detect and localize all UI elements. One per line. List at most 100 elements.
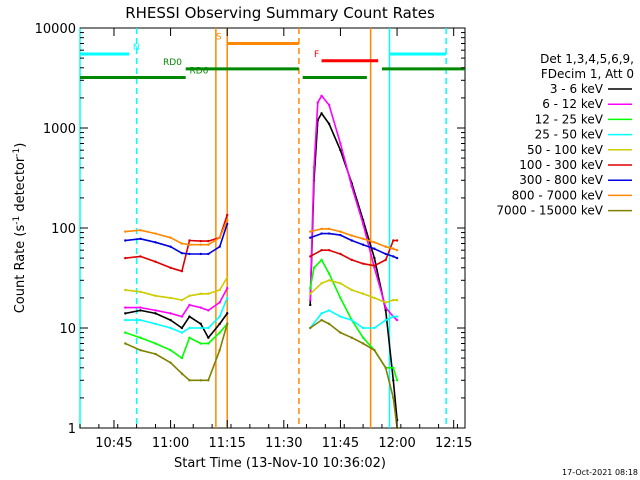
series-point-6-17: [373, 247, 376, 250]
series-point-3-15: [350, 318, 353, 322]
series-point-4-14: [339, 282, 342, 285]
y-tick-label-4: 10000: [35, 22, 76, 37]
series-point-0-3: [169, 318, 172, 322]
series-point-3-8: [218, 315, 221, 318]
x-tick-label-2: 11:15: [208, 436, 245, 451]
series-point-8-13: [327, 322, 331, 326]
y-tick-label-0: 1: [68, 422, 76, 437]
series-point-1-2: [154, 309, 157, 312]
x-tick-label-3: 11:30: [265, 436, 302, 451]
series-point-2-20: [392, 366, 395, 369]
series-line-6: [125, 223, 398, 259]
series-point-8-7: [207, 379, 210, 382]
series-point-7-15: [350, 234, 353, 237]
series-point-1-11: [309, 298, 312, 302]
flag-bars: N S F RD0 RD6: [80, 32, 465, 79]
series-point-4-19: [392, 298, 395, 302]
series-point-7-16: [361, 237, 365, 240]
series-point-4-9: [226, 276, 229, 279]
x-tick-label-1: 11:00: [152, 436, 189, 451]
series-point-2-2: [154, 342, 157, 345]
series-point-6-15: [350, 239, 353, 242]
series-point-2-14: [327, 272, 331, 275]
series-point-5-13: [327, 248, 331, 252]
series-point-7-3: [169, 236, 172, 239]
series-point-2-1: [139, 336, 142, 339]
series-point-7-13: [327, 227, 331, 231]
legend-label-3: 25 - 50 keV: [535, 128, 604, 142]
flag-label-rd6: RD6: [189, 66, 208, 76]
series-point-8-8: [218, 348, 221, 352]
y-tick-label-3: 1000: [43, 122, 76, 137]
series-point-2-12: [312, 266, 316, 269]
series-point-7-9: [226, 218, 229, 222]
series-point-3-13: [327, 309, 331, 312]
x-tick-label-4: 11:45: [322, 436, 359, 451]
series-point-7-11: [309, 230, 312, 233]
series-point-3-16: [361, 326, 365, 330]
series-point-6-13: [327, 232, 331, 235]
series-point-3-14: [339, 315, 342, 318]
series-point-3-19: [392, 315, 395, 318]
series-point-1-3: [169, 312, 172, 315]
legend-label-2: 12 - 25 keV: [535, 112, 604, 126]
x-tick-label-6: 12:15: [435, 436, 472, 451]
y-tick-label-2: 100: [51, 222, 76, 237]
series-point-1-14: [320, 94, 323, 97]
series-point-3-7: [207, 326, 210, 330]
series-point-6-2: [154, 241, 157, 244]
series-point-4-3: [169, 296, 172, 300]
series-point-5-1: [139, 255, 142, 258]
series-point-4-11: [309, 292, 312, 295]
series-point-6-18: [384, 252, 387, 256]
series-point-8-11: [309, 326, 312, 330]
series-point-3-6: [199, 326, 202, 330]
series-point-4-8: [218, 288, 221, 292]
series-point-5-11: [309, 255, 312, 258]
series-point-2-0: [124, 331, 127, 334]
y-axis-label: Count Rate (s-1 detector-1): [12, 143, 28, 314]
series-point-8-5: [188, 379, 191, 382]
series-point-5-14: [339, 252, 342, 256]
series-point-1-22: [395, 318, 399, 322]
legend-label-1: 6 - 12 keV: [542, 97, 604, 111]
series-point-1-1: [139, 306, 142, 309]
series-point-7-19: [392, 247, 395, 250]
series-point-1-15: [327, 103, 331, 107]
series-point-0-9: [226, 312, 229, 315]
series-point-6-5: [188, 252, 191, 256]
series-point-7-4: [180, 242, 184, 245]
series-point-2-6: [199, 342, 202, 345]
series-point-5-7: [207, 239, 210, 243]
series-point-1-13: [316, 101, 319, 104]
series-point-0-19: [373, 256, 376, 260]
series-point-3-5: [188, 326, 191, 330]
x-axis-label: Start Time (13-Nov-10 10:36:02): [174, 456, 386, 471]
x-tick-label-5: 12:00: [378, 436, 415, 451]
series-point-1-7: [207, 309, 210, 312]
series-point-7-5: [188, 243, 191, 246]
series-point-5-20: [395, 239, 399, 242]
series-point-8-6: [199, 379, 202, 382]
series-point-3-0: [124, 318, 127, 322]
series-point-8-17: [373, 348, 376, 352]
series-point-6-7: [207, 252, 210, 256]
legend: Det 1,3,4,5,6,9, FDecim 1, Att 0 3 - 6 k…: [496, 52, 634, 218]
legend-label-4: 50 - 100 keV: [527, 143, 604, 157]
series-point-4-2: [154, 294, 157, 297]
series-point-8-4: [180, 372, 184, 375]
series-point-8-14: [339, 331, 342, 334]
series-point-0-6: [199, 322, 202, 326]
chart-title: RHESSI Observing Summary Count Rates: [125, 4, 435, 22]
series-point-5-15: [350, 258, 353, 262]
series-point-1-8: [218, 301, 221, 304]
series-point-7-18: [384, 245, 387, 248]
series-point-7-14: [339, 230, 342, 233]
series-point-1-6: [199, 306, 202, 309]
series-point-1-19: [373, 266, 376, 269]
series-point-5-17: [373, 264, 376, 267]
series-point-5-4: [180, 269, 184, 273]
legend-header-1: Det 1,3,4,5,6,9,: [540, 52, 634, 66]
series-point-3-4: [180, 331, 184, 334]
